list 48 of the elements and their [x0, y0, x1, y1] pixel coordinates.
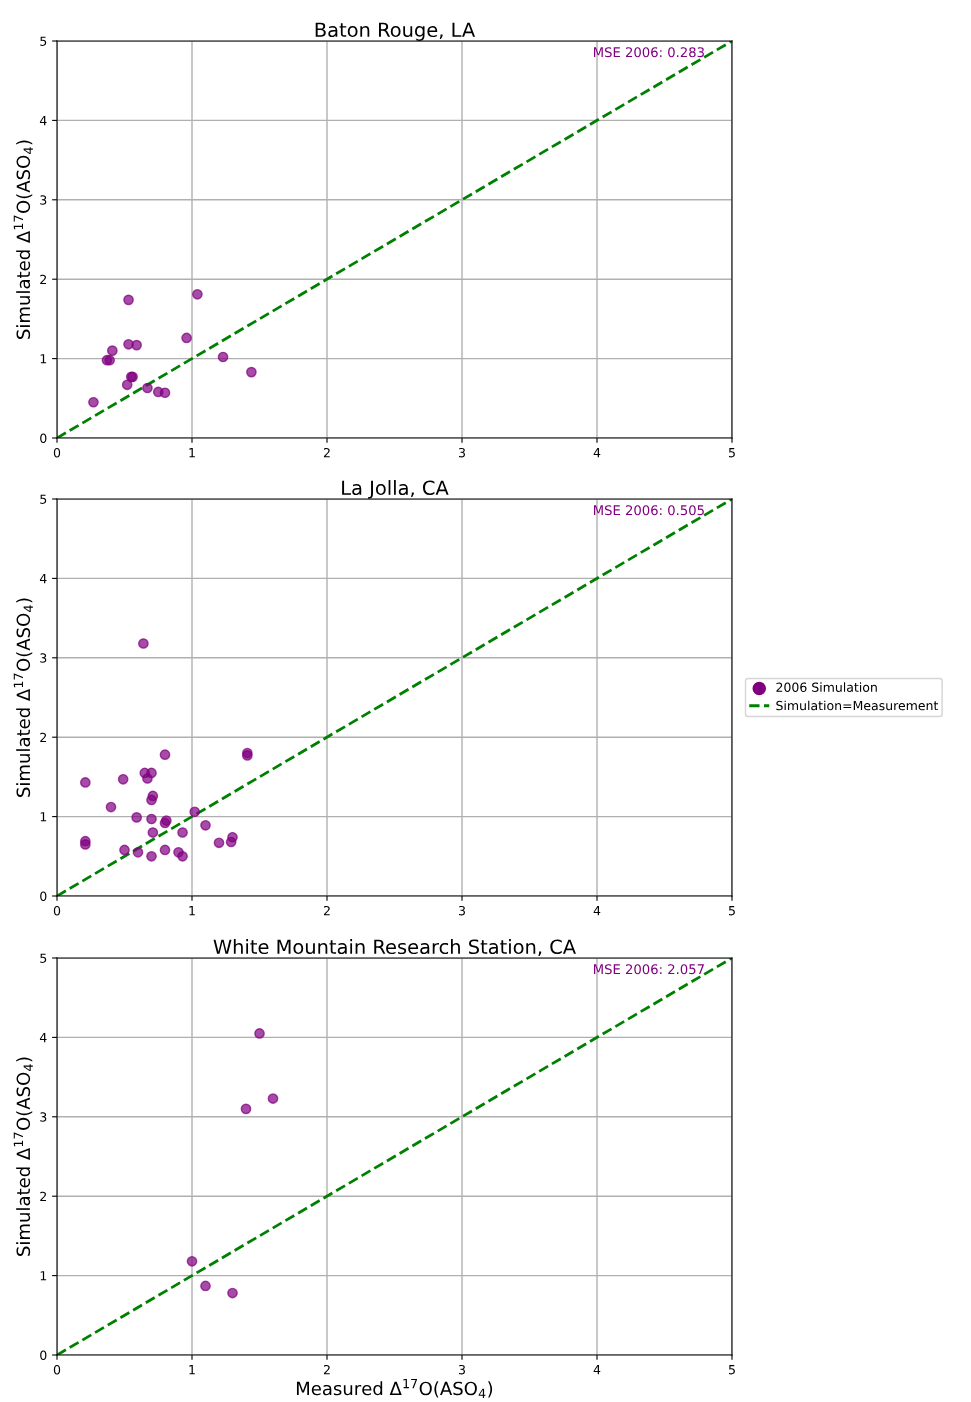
- x-tick-label: 5: [728, 448, 735, 458]
- annotation: MSE 2006: 2.057: [594, 964, 704, 975]
- y-axis-title: Simulated Δ$^{17}$O(ASO$_{4}$): [13, 1057, 33, 1256]
- y-tick-label: 1: [40, 812, 47, 822]
- chart-title: White Mountain Research Station, CA: [213, 939, 576, 957]
- y-tick-label: 5: [40, 494, 47, 504]
- x-tick-label: 3: [458, 905, 465, 916]
- annotation: MSE 2006: 0.505: [594, 505, 704, 516]
- y-tick-label: 2: [40, 274, 47, 284]
- x-tick-label: 5: [728, 1365, 735, 1375]
- x-tick-label: 3: [458, 447, 465, 458]
- legend-label: 2006 Simulation: [776, 682, 877, 692]
- x-tick-label: 0: [53, 1364, 61, 1375]
- x-tick-label: 2: [323, 905, 330, 916]
- y-tick-label: 1: [40, 354, 47, 364]
- x-tick-label: 2: [323, 1364, 330, 1375]
- y-tick-label: 0: [40, 1350, 47, 1360]
- x-tick-label: 4: [593, 1365, 601, 1375]
- y-tick-label: 3: [40, 195, 47, 205]
- y-tick-label: 0: [40, 433, 47, 443]
- y-tick-label: 5: [40, 953, 47, 963]
- chart-title: Baton Rouge, LA: [315, 22, 476, 41]
- x-tick-label: 0: [53, 447, 61, 458]
- y-tick-label: 2: [40, 1191, 47, 1201]
- y-tick-label: 4: [39, 574, 47, 584]
- x-tick-label: 5: [728, 906, 735, 916]
- legend-label: Simulation=Measurement: [776, 700, 939, 711]
- annotation: MSE 2006: 0.283: [594, 47, 704, 58]
- y-axis-title: Simulated Δ$^{17}$O(ASO$_{4}$): [13, 598, 33, 797]
- x-tick-label: 1: [189, 906, 195, 916]
- x-tick-label: 2: [323, 447, 330, 458]
- y-axis-title: Simulated Δ$^{17}$O(ASO$_{4}$): [13, 140, 33, 339]
- x-tick-label: 0: [53, 905, 61, 916]
- x-axis-title: Measured Δ$^{17}$O(ASO$_{4}$): [296, 1378, 493, 1398]
- y-tick-label: 3: [40, 653, 47, 663]
- y-tick-label: 5: [40, 36, 47, 46]
- x-tick-label: 4: [593, 448, 601, 458]
- y-tick-label: 3: [40, 1112, 47, 1122]
- y-tick-label: 4: [39, 116, 47, 126]
- y-tick-label: 2: [40, 732, 47, 742]
- y-tick-label: 0: [40, 891, 47, 901]
- y-tick-label: 4: [39, 1033, 47, 1043]
- x-tick-label: 1: [189, 448, 195, 458]
- chart-title: La Jolla, CA: [342, 480, 449, 499]
- y-tick-label: 1: [40, 1271, 47, 1281]
- x-tick-label: 4: [593, 906, 601, 916]
- x-tick-label: 1: [189, 1365, 195, 1375]
- x-tick-label: 3: [458, 1364, 465, 1375]
